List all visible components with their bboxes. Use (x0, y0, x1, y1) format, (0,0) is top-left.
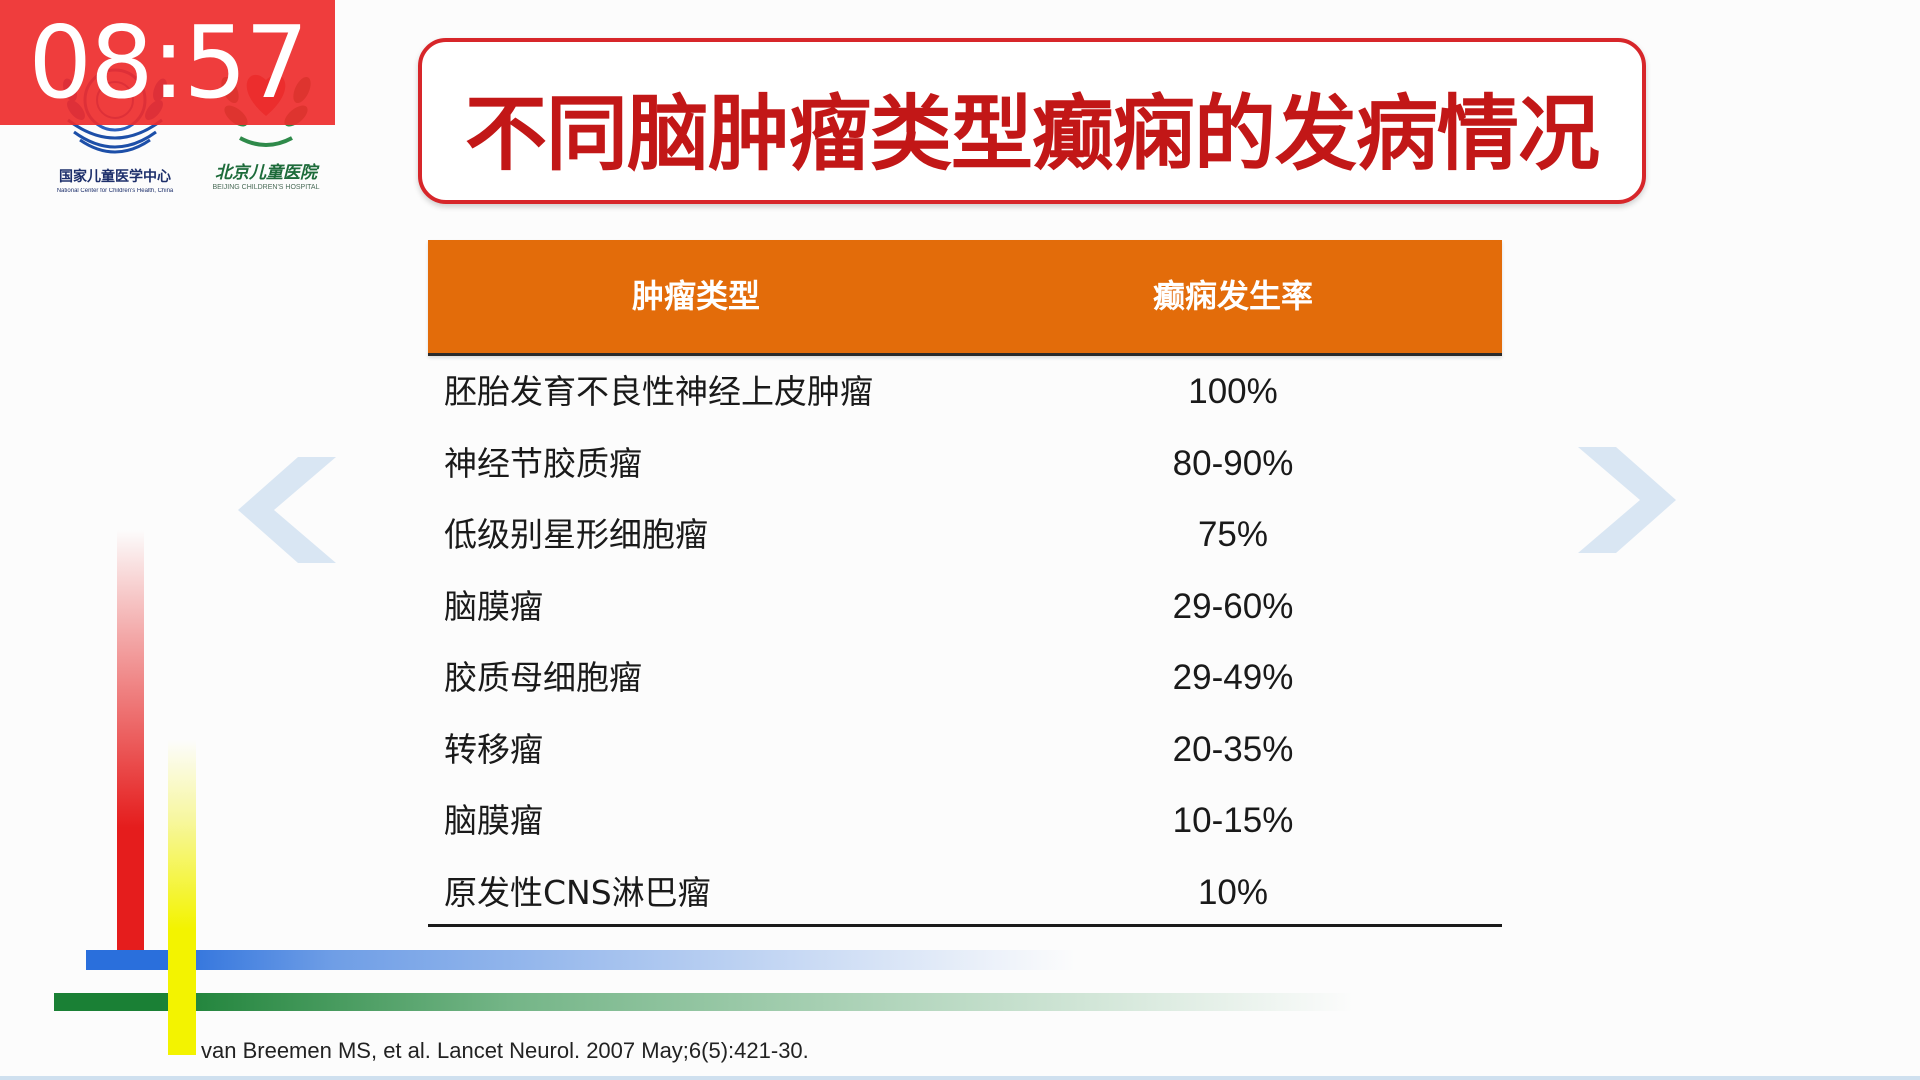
hospital-subtitle: BEIJING CHILDREN'S HOSPITAL (212, 184, 320, 191)
table-row: 脑膜瘤 29-60% (428, 571, 1502, 643)
table-row: 胚胎发育不良性神经上皮肿瘤 100% (428, 356, 1502, 428)
hospital-caption: 北京儿童医院 (215, 163, 317, 183)
tumor-type-cell: 原发性CNS淋巴瘤 (444, 872, 711, 912)
title-box: 不同脑肿瘤类型癫痫的发病情况 (418, 38, 1646, 204)
tumor-type-cell: 胚胎发育不良性神经上皮肿瘤 (444, 372, 873, 411)
table-bottom-rule (428, 924, 1502, 927)
column-header-tumor-type: 肿瘤类型 (631, 277, 760, 315)
national-center-subtitle: National Center for Children's Health, C… (56, 188, 174, 194)
column-header-epilepsy-rate: 癫痫发生率 (1152, 277, 1313, 315)
decor-bar-red (117, 530, 144, 955)
chevron-right-icon[interactable] (1576, 445, 1676, 555)
epilepsy-rate-cell: 20-35% (1172, 729, 1294, 769)
tumor-type-cell: 脑膜瘤 (444, 586, 543, 626)
table-row: 原发性CNS淋巴瘤 10% (428, 857, 1502, 929)
timer-overlay: 08:57 (0, 0, 335, 125)
tumor-type-cell: 低级别星形细胞瘤 (444, 515, 708, 554)
tumor-type-cell: 脑膜瘤 (444, 801, 543, 840)
chevron-left-icon[interactable] (238, 455, 338, 565)
tumor-type-cell: 转移瘤 (444, 729, 543, 769)
epilepsy-rate-cell: 75% (1197, 515, 1269, 554)
table-body: 胚胎发育不良性神经上皮肿瘤 100% 神经节胶质瘤 80-90% 低级别星形细胞… (428, 356, 1502, 928)
tumor-type-cell: 胶质母细胞瘤 (444, 658, 642, 697)
bottom-edge (0, 1076, 1920, 1080)
table-row: 低级别星形细胞瘤 75% (428, 499, 1502, 571)
citation: van Breemen MS, et al. Lancet Neurol. 20… (201, 1038, 809, 1063)
tumor-type-cell: 神经节胶质瘤 (444, 443, 642, 483)
epilepsy-incidence-table: 肿瘤类型 癫痫发生率 胚胎发育不良性神经上皮肿瘤 100% 神经节胶质瘤 80-… (428, 240, 1502, 927)
table-row: 转移瘤 20-35% (428, 714, 1502, 786)
epilepsy-rate-cell: 29-60% (1172, 586, 1294, 626)
table-row: 神经节胶质瘤 80-90% (428, 428, 1502, 500)
national-center-caption: 国家儿童医学中心 (59, 169, 171, 185)
decor-bar-green (54, 993, 1354, 1011)
epilepsy-rate-cell: 100% (1188, 372, 1278, 411)
epilepsy-rate-cell: 10-15% (1172, 801, 1294, 840)
table-header: 肿瘤类型 癫痫发生率 (428, 240, 1502, 356)
table-row: 胶质母细胞瘤 29-49% (428, 642, 1502, 714)
epilepsy-rate-cell: 80-90% (1172, 443, 1294, 483)
table-row: 脑膜瘤 10-15% (428, 785, 1502, 857)
page-title: 不同脑肿瘤类型癫痫的发病情况 (464, 86, 1600, 182)
epilepsy-rate-cell: 29-49% (1172, 658, 1294, 697)
epilepsy-rate-cell: 10% (1197, 872, 1269, 912)
decor-bar-blue (86, 950, 1076, 970)
decor-bar-yellow (168, 740, 196, 1055)
